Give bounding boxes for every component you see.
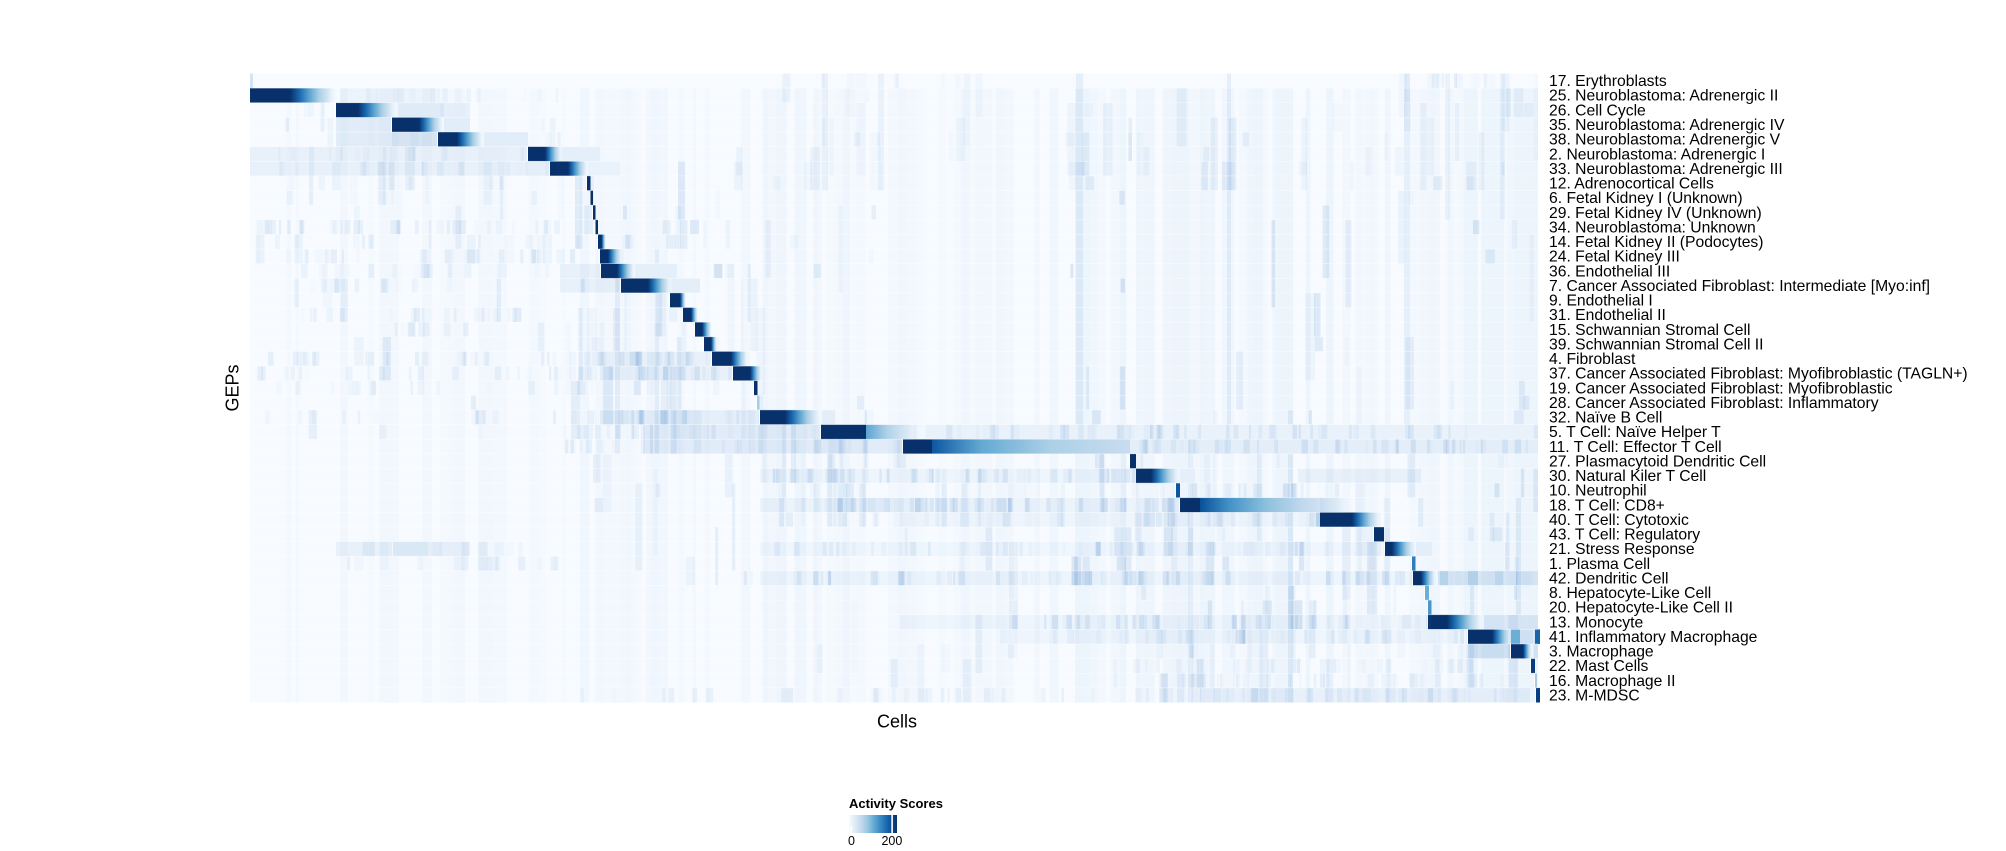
svg-text:Activity Scores: Activity Scores [849,796,943,811]
svg-text:9. Endothelial I: 9. Endothelial I [1549,293,1653,310]
svg-text:42. Dendritic Cell: 42. Dendritic Cell [1549,571,1668,588]
svg-text:5. T Cell: Naïve Helper T: 5. T Cell: Naïve Helper T [1549,424,1721,441]
svg-text:27. Plasmacytoid Dendritic Cel: 27. Plasmacytoid Dendritic Cell [1549,453,1766,470]
svg-text:19. Cancer Associated Fibrobla: 19. Cancer Associated Fibroblast: Myofib… [1549,380,1893,397]
svg-text:17. Erythroblasts: 17. Erythroblasts [1549,73,1667,90]
svg-text:38. Neuroblastoma: Adrenergic: 38. Neuroblastoma: Adrenergic V [1549,132,1781,149]
svg-text:21. Stress Response: 21. Stress Response [1549,541,1695,558]
svg-text:7. Cancer Associated Fibroblas: 7. Cancer Associated Fibroblast: Interme… [1549,278,1930,295]
svg-text:32. Naïve B Cell: 32. Naïve B Cell [1549,410,1662,427]
svg-text:12. Adrenocortical Cells: 12. Adrenocortical Cells [1549,176,1714,193]
svg-text:20. Hepatocyte-Like Cell II: 20. Hepatocyte-Like Cell II [1549,600,1733,617]
svg-text:4. Fibroblast: 4. Fibroblast [1549,351,1636,368]
svg-text:30. Natural Kiler T Cell: 30. Natural Kiler T Cell [1549,468,1706,485]
svg-text:25. Neuroblastoma: Adrenergic: 25. Neuroblastoma: Adrenergic II [1549,88,1778,105]
svg-text:37. Cancer Associated Fibrobla: 37. Cancer Associated Fibroblast: Myofib… [1549,366,1968,383]
svg-text:13. Monocyte: 13. Monocyte [1549,614,1643,631]
svg-text:34. Neuroblastoma: Unknown: 34. Neuroblastoma: Unknown [1549,219,1756,236]
svg-text:43. T Cell: Regulatory: 43. T Cell: Regulatory [1549,527,1700,544]
svg-text:3. Macrophage: 3. Macrophage [1549,644,1654,661]
svg-text:Cells: Cells [877,712,917,732]
svg-text:41. Inflammatory Macrophage: 41. Inflammatory Macrophage [1549,629,1758,646]
svg-text:10. Neutrophil: 10. Neutrophil [1549,483,1647,500]
svg-text:GEPs: GEPs [223,364,243,411]
svg-text:11. T Cell: Effector T Cell: 11. T Cell: Effector T Cell [1549,439,1722,456]
svg-text:16. Macrophage II: 16. Macrophage II [1549,673,1675,690]
svg-text:200: 200 [881,834,902,848]
svg-text:22. Mast Cells: 22. Mast Cells [1549,658,1649,675]
svg-text:0: 0 [848,834,855,848]
svg-text:36. Endothelial III: 36. Endothelial III [1549,263,1670,280]
svg-text:24. Fetal Kidney III: 24. Fetal Kidney III [1549,249,1680,266]
svg-text:31. Endothelial II: 31. Endothelial II [1549,307,1666,324]
svg-text:15. Schwannian Stromal Cell: 15. Schwannian Stromal Cell [1549,322,1750,339]
svg-text:29. Fetal Kidney IV (Unknown): 29. Fetal Kidney IV (Unknown) [1549,205,1762,222]
svg-text:40. T Cell: Cytotoxic: 40. T Cell: Cytotoxic [1549,512,1689,529]
svg-text:26. Cell Cycle: 26. Cell Cycle [1549,102,1646,119]
svg-text:2. Neuroblastoma: Adrenergic I: 2. Neuroblastoma: Adrenergic I [1549,146,1765,163]
svg-text:28. Cancer Associated Fibrobla: 28. Cancer Associated Fibroblast: Inflam… [1549,395,1879,412]
svg-text:39. Schwannian Stromal Cell II: 39. Schwannian Stromal Cell II [1549,336,1764,353]
svg-text:8. Hepatocyte-Like Cell: 8. Hepatocyte-Like Cell [1549,585,1711,602]
svg-text:33. Neuroblastoma: Adrenergic: 33. Neuroblastoma: Adrenergic III [1549,161,1783,178]
svg-text:1. Plasma Cell: 1. Plasma Cell [1549,556,1650,573]
svg-text:14. Fetal Kidney II (Podocytes: 14. Fetal Kidney II (Podocytes) [1549,234,1764,251]
svg-text:23. M-MDSC: 23. M-MDSC [1549,688,1640,705]
svg-text:35. Neuroblastoma: Adrenergic: 35. Neuroblastoma: Adrenergic IV [1549,117,1785,134]
svg-text:6. Fetal Kidney I (Unknown): 6. Fetal Kidney I (Unknown) [1549,190,1743,207]
svg-text:18. T Cell: CD8+: 18. T Cell: CD8+ [1549,497,1665,514]
